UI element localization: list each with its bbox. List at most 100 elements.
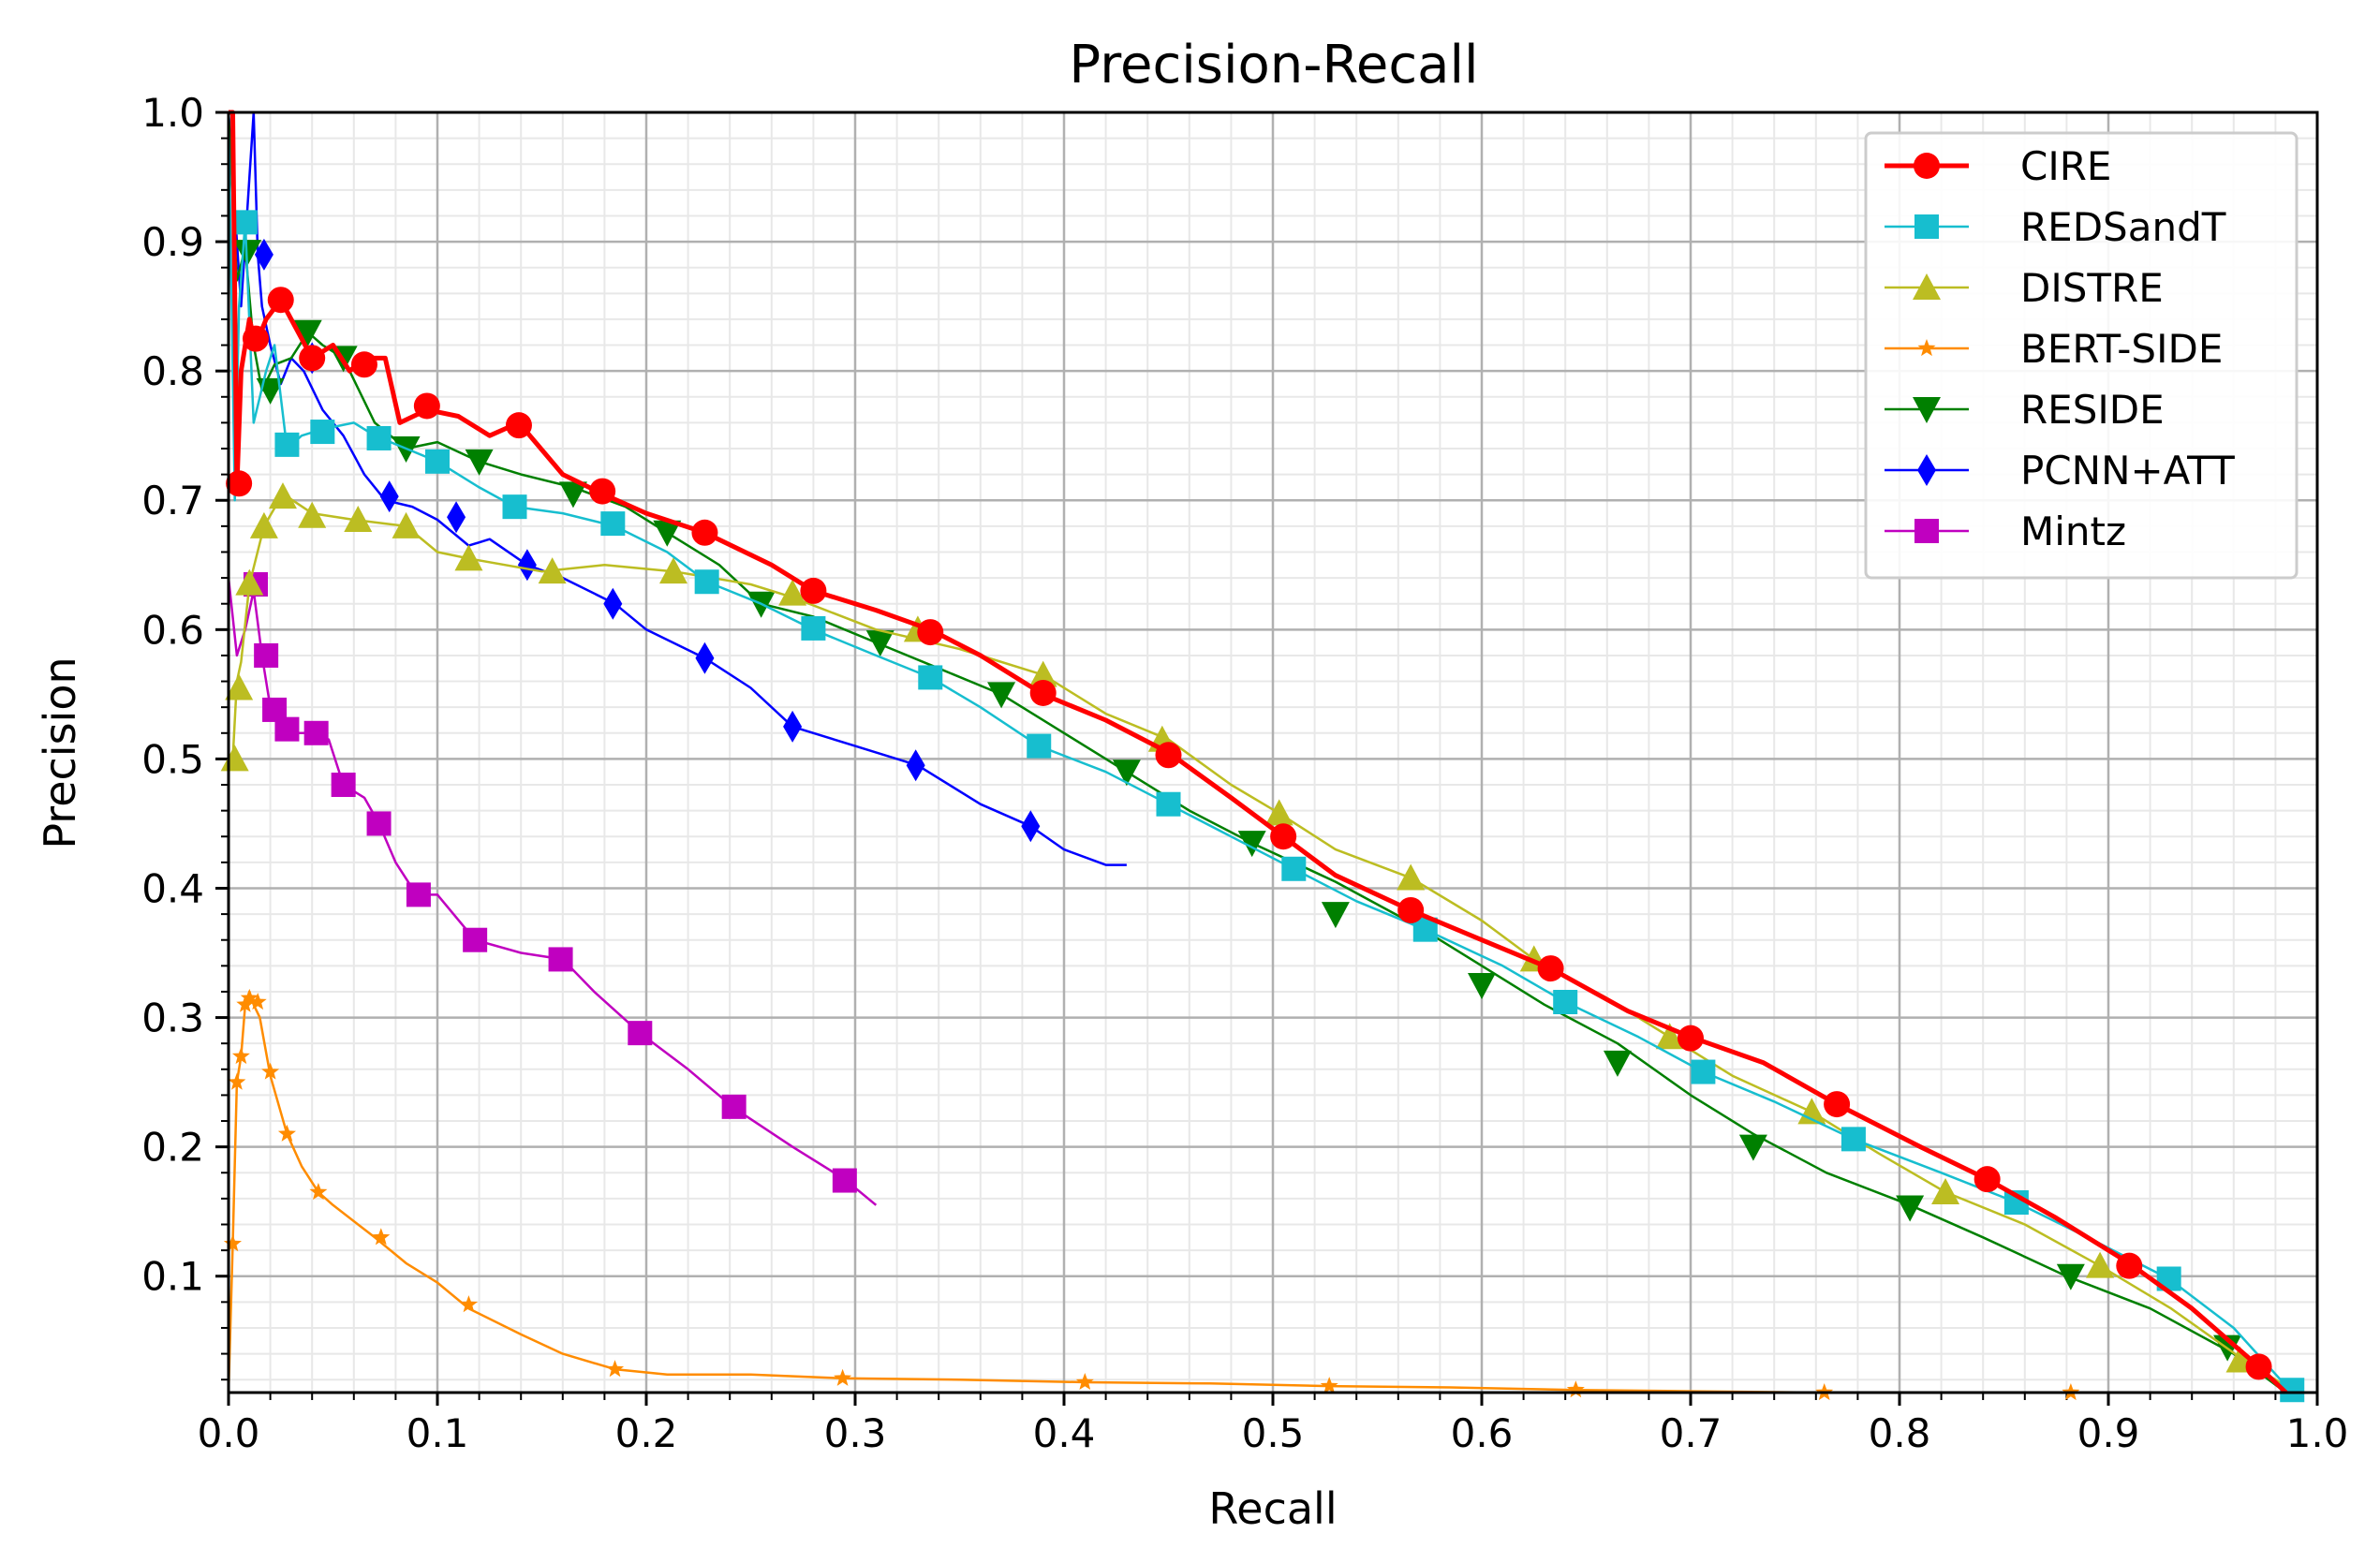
data-point-cire [1678, 1025, 1704, 1052]
data-point-reside [1468, 973, 1496, 1000]
legend-box [1864, 131, 2299, 580]
data-point-reside [465, 449, 494, 476]
data-point-reside [1112, 759, 1141, 787]
data-point-cire [800, 577, 827, 604]
x-tick-label: 0.4 [1033, 1410, 1096, 1456]
data-point-redsandt [366, 425, 392, 450]
data-point-reside [1321, 902, 1350, 929]
y-tick-label: 1.0 [141, 90, 204, 136]
y-tick-label: 0.6 [141, 607, 204, 653]
data-point-redsandt [801, 615, 826, 641]
data-point-reside [1896, 1195, 1925, 1222]
x-axis-label: Recall [1208, 1483, 1337, 1534]
y-tick-label: 0.8 [141, 348, 204, 394]
data-point-redsandt [232, 210, 258, 235]
data-point-reside [653, 520, 682, 547]
y-tick-label: 0.1 [141, 1254, 204, 1300]
x-tick-label: 0.7 [1660, 1410, 1722, 1456]
data-point-bert-side [261, 1062, 280, 1080]
data-point-redsandt [502, 494, 527, 520]
data-point-cire [917, 619, 944, 646]
legend-label-cire: CIRE [2020, 143, 2111, 189]
legend-marker-redsandt [1914, 214, 1939, 239]
legend: CIRE REDSandT DISTRE BERT-SIDE RESIDE PCNN+AT… [1864, 131, 2299, 580]
legend-marker-mintz [1914, 519, 1939, 543]
data-point-reside [1603, 1050, 1632, 1077]
data-point-distre [658, 557, 687, 584]
data-point-distre [1931, 1177, 1960, 1204]
data-point-bert-side [1075, 1373, 1094, 1390]
legend-label-pcnn-att: PCNN+ATT [2020, 448, 2235, 494]
data-point-mintz [274, 716, 300, 742]
data-point-pcnn-att [603, 587, 623, 620]
data-point-mintz [721, 1094, 747, 1119]
data-point-reside [558, 481, 587, 509]
legend-marker-reside [1913, 397, 1941, 423]
data-point-cire [267, 287, 294, 314]
data-point-distre [235, 568, 264, 596]
data-point-distre [249, 511, 278, 538]
data-point-reside [293, 319, 322, 347]
y-tick-label: 0.2 [141, 1125, 204, 1171]
data-point-bert-side [240, 988, 259, 1006]
data-point-cire [2116, 1252, 2143, 1279]
data-point-redsandt [1281, 856, 1307, 881]
data-point-mintz [331, 773, 356, 798]
data-point-mintz [832, 1168, 857, 1193]
data-point-cire [1155, 742, 1182, 769]
data-point-cire [1270, 823, 1297, 850]
data-point-redsandt [1691, 1059, 1716, 1084]
data-point-redsandt [1840, 1127, 1866, 1152]
data-point-pcnn-att [254, 238, 273, 271]
data-point-distre [298, 501, 327, 528]
data-point-cire [242, 325, 269, 352]
data-point-distre [1397, 863, 1426, 891]
data-point-bert-side [606, 1360, 625, 1378]
data-point-distre [268, 482, 297, 509]
legend-label-bert-side: BERT-SIDE [2020, 326, 2223, 372]
axes: 0.0 0.1 0.2 0.3 0.4 0.5 0.6 0.7 0.8 0.9 1.0 0.1 0.2 0… [141, 90, 2348, 1456]
x-tick-label: 0.8 [1869, 1410, 1931, 1456]
y-axis-label: Precision [35, 656, 85, 848]
data-point-distre [1028, 660, 1057, 687]
data-point-reside [987, 682, 1016, 709]
data-point-bert-side [834, 1368, 852, 1386]
data-point-reside [865, 630, 894, 657]
data-point-distre [2086, 1251, 2115, 1278]
legend-item-mintz: Mintz [1885, 509, 2126, 554]
data-point-cire [413, 392, 440, 420]
data-point-bert-side [309, 1183, 328, 1201]
legend-item-redsandt: REDSandT [1885, 204, 2226, 250]
data-point-pcnn-att [1021, 810, 1041, 843]
data-point-distre [225, 673, 254, 700]
data-point-bert-side [231, 1047, 250, 1065]
data-point-cire [299, 345, 326, 372]
data-point-redsandt [1553, 989, 1578, 1014]
y-tick-label: 0.3 [141, 995, 204, 1041]
data-point-mintz [628, 1021, 653, 1046]
legend-label-reside: RESIDE [2020, 387, 2165, 433]
data-point-redsandt [310, 420, 335, 445]
data-point-distre [778, 579, 807, 606]
data-point-reside [2056, 1263, 2085, 1290]
legend-label-mintz: Mintz [2020, 509, 2126, 554]
y-tick-label: 0.4 [141, 865, 204, 911]
data-point-distre [344, 505, 373, 532]
data-point-redsandt [1027, 733, 1052, 759]
data-point-distre [1264, 799, 1293, 826]
legend-item-distre: DISTRE [1885, 265, 2164, 311]
data-point-cire [1824, 1091, 1851, 1118]
legend-item-reside: RESIDE [1885, 387, 2165, 433]
legend-item-bert-side: BERT-SIDE [1885, 326, 2223, 372]
data-point-bert-side [248, 993, 267, 1010]
legend-item-pcnn-att: PCNN+ATT [1885, 448, 2235, 494]
data-point-bert-side [1320, 1377, 1338, 1394]
data-point-mintz [254, 642, 279, 668]
data-point-redsandt [600, 511, 626, 537]
legend-marker-cire [1914, 153, 1940, 179]
data-point-reside [1237, 831, 1266, 858]
data-point-pcnn-att [695, 641, 715, 674]
y-tick-label: 0.9 [141, 219, 204, 265]
x-tick-label: 0.5 [1242, 1410, 1305, 1456]
